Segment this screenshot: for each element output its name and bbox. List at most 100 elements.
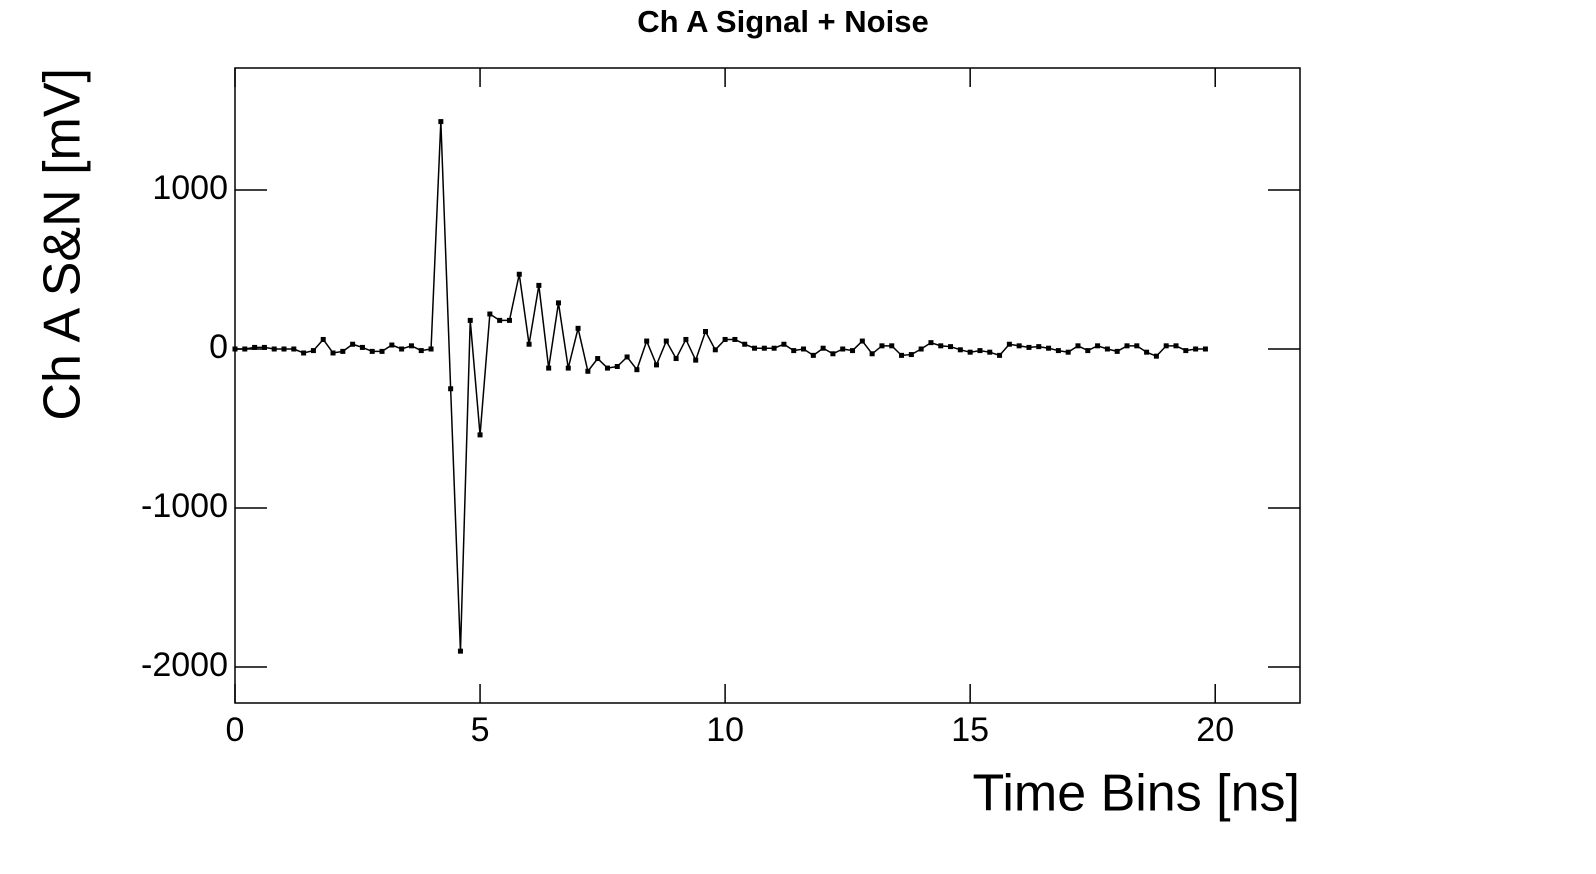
y-tick-label: 0 bbox=[209, 328, 228, 366]
data-point bbox=[418, 348, 424, 354]
data-point bbox=[889, 343, 895, 349]
data-point bbox=[693, 357, 699, 363]
data-point bbox=[653, 362, 659, 368]
data-point bbox=[497, 317, 503, 323]
x-tick-label: 5 bbox=[471, 711, 490, 749]
chart-title: Ch A Signal + Noise bbox=[637, 4, 928, 39]
data-point bbox=[1085, 348, 1091, 354]
data-point bbox=[1036, 344, 1042, 350]
data-point bbox=[340, 348, 346, 354]
data-point bbox=[271, 346, 277, 352]
data-point bbox=[967, 349, 973, 355]
data-point bbox=[624, 354, 630, 360]
data-point bbox=[830, 351, 836, 357]
x-tick-label: 20 bbox=[1196, 711, 1234, 749]
data-point bbox=[438, 119, 444, 125]
x-axis-title: Time Bins [ns] bbox=[973, 765, 1301, 823]
data-point bbox=[977, 348, 983, 354]
data-point bbox=[703, 329, 709, 335]
data-point bbox=[1202, 346, 1208, 352]
data-point bbox=[899, 352, 905, 358]
data-point bbox=[879, 343, 885, 349]
data-point bbox=[546, 365, 552, 371]
data-point bbox=[555, 300, 561, 306]
data-point bbox=[1153, 353, 1159, 359]
data-point bbox=[516, 271, 522, 277]
data-point bbox=[379, 348, 385, 354]
data-point bbox=[1065, 349, 1071, 355]
plot-frame bbox=[234, 67, 1301, 704]
data-point bbox=[291, 346, 297, 352]
y-axis-title: Ch A S&N [mV] bbox=[34, 68, 92, 421]
data-point bbox=[801, 346, 807, 352]
data-point bbox=[408, 343, 414, 349]
data-point bbox=[850, 348, 856, 354]
data-point bbox=[330, 350, 336, 356]
data-point bbox=[1016, 343, 1022, 349]
data-point bbox=[261, 344, 267, 350]
data-point bbox=[752, 345, 758, 351]
data-point bbox=[1144, 349, 1150, 355]
data-point bbox=[869, 351, 875, 357]
data-point bbox=[595, 356, 601, 362]
data-point bbox=[1114, 348, 1120, 354]
data-point bbox=[604, 365, 610, 371]
x-tick-label: 0 bbox=[226, 711, 245, 749]
data-point bbox=[928, 340, 934, 346]
data-point bbox=[987, 349, 993, 355]
data-point bbox=[712, 347, 718, 353]
data-point bbox=[1095, 343, 1101, 349]
signal-line bbox=[235, 121, 1206, 652]
data-point bbox=[369, 348, 375, 354]
data-point bbox=[820, 345, 826, 351]
data-point bbox=[536, 282, 542, 288]
data-point bbox=[526, 341, 532, 347]
data-point bbox=[310, 348, 316, 354]
data-point bbox=[634, 367, 640, 373]
data-point bbox=[742, 341, 748, 347]
data-point bbox=[457, 648, 463, 654]
data-point bbox=[663, 338, 669, 344]
data-point bbox=[467, 317, 473, 323]
data-point bbox=[350, 341, 356, 347]
data-point bbox=[957, 347, 963, 353]
data-point bbox=[585, 368, 591, 374]
data-point bbox=[1193, 346, 1199, 352]
data-point bbox=[1163, 343, 1169, 349]
data-point bbox=[840, 346, 846, 352]
y-tick-label: 1000 bbox=[152, 169, 228, 207]
data-point bbox=[565, 365, 571, 371]
data-point bbox=[722, 336, 728, 342]
data-point bbox=[281, 346, 287, 352]
data-point bbox=[477, 432, 483, 438]
data-point bbox=[997, 352, 1003, 358]
data-point bbox=[732, 336, 738, 342]
data-point bbox=[487, 311, 493, 317]
data-point bbox=[252, 344, 258, 350]
data-point bbox=[575, 325, 581, 331]
data-point bbox=[791, 348, 797, 354]
data-point bbox=[1046, 345, 1052, 351]
data-point bbox=[359, 344, 365, 350]
data-point bbox=[908, 352, 914, 358]
data-point bbox=[506, 317, 512, 323]
data-point bbox=[683, 336, 689, 342]
data-point bbox=[918, 346, 924, 352]
data-point bbox=[320, 336, 326, 342]
data-point bbox=[1055, 348, 1061, 354]
data-point bbox=[810, 352, 816, 358]
data-point bbox=[389, 342, 395, 348]
y-tick-label: -2000 bbox=[141, 646, 228, 684]
data-point bbox=[771, 345, 777, 351]
data-point bbox=[1006, 341, 1012, 347]
data-point bbox=[781, 341, 787, 347]
data-point bbox=[644, 338, 650, 344]
data-point bbox=[859, 338, 865, 344]
data-point bbox=[948, 344, 954, 350]
data-point bbox=[938, 343, 944, 349]
data-point bbox=[1124, 343, 1130, 349]
data-point bbox=[761, 345, 767, 351]
x-tick-label: 15 bbox=[951, 711, 989, 749]
data-point bbox=[1173, 343, 1179, 349]
